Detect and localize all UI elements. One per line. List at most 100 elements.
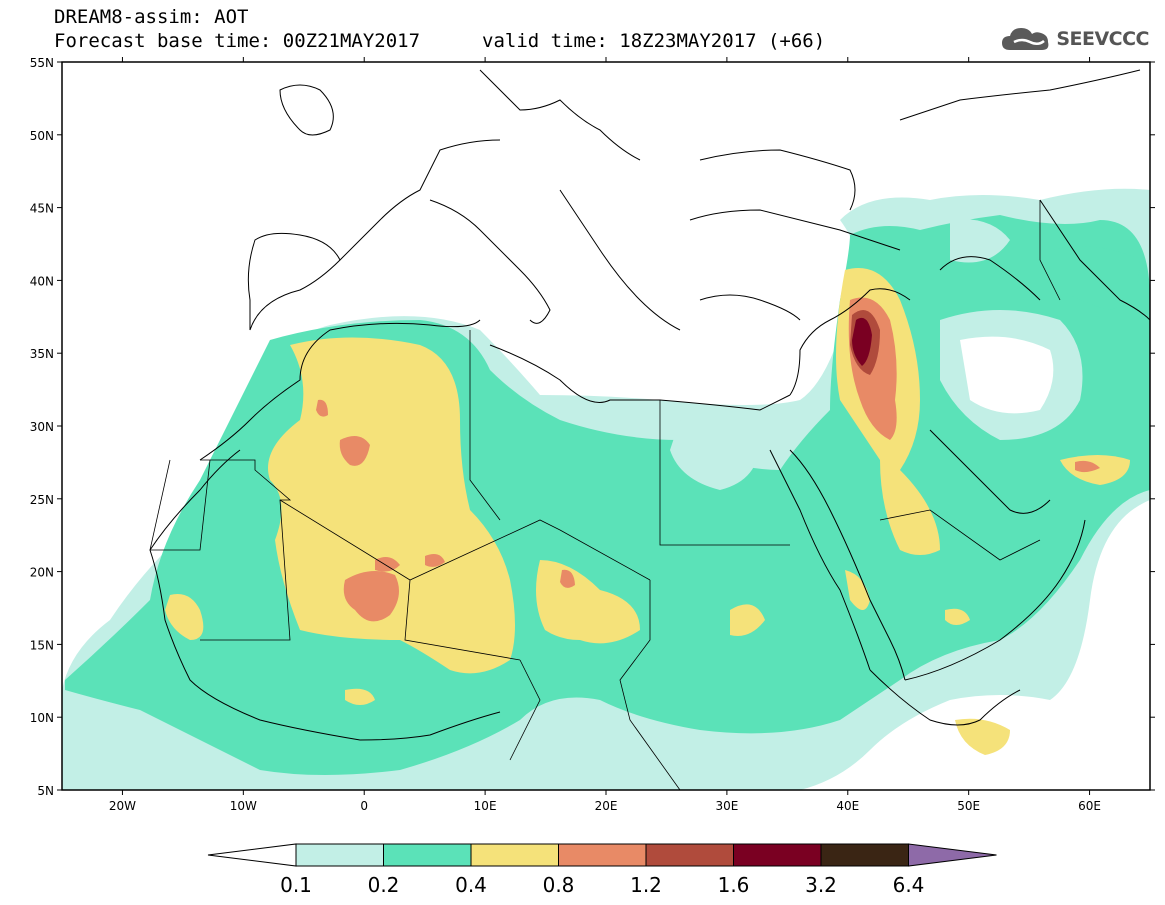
coastlines	[149, 199, 1151, 741]
black-sea-north	[699, 149, 856, 211]
gulf-guinea-coast	[149, 549, 501, 741]
aot-level-0-4-yemen	[945, 608, 970, 625]
lon-label: 30E	[715, 799, 738, 813]
colorbar-label: 0.1	[280, 873, 312, 897]
lat-label: 15N	[30, 638, 54, 652]
lat-label: 50N	[30, 129, 54, 143]
aot-level-0-4-west	[165, 594, 204, 640]
colorbar-swatch	[733, 843, 822, 867]
border-nigeria	[509, 659, 541, 761]
colorbar-high-arrow	[908, 843, 997, 867]
colorbar-label: 3.2	[805, 873, 837, 897]
aot-level-0-4-redsea	[845, 570, 870, 610]
russia-border	[899, 69, 1141, 121]
persian-gulf-coast	[929, 429, 1051, 514]
colorbar-swatch	[820, 843, 909, 867]
north-africa-coast	[489, 344, 791, 411]
cloud-icon	[1002, 28, 1049, 50]
border-saudi	[879, 509, 1041, 561]
arabia-south-coast	[904, 519, 1086, 681]
central-asia-border	[1039, 199, 1151, 321]
border-sudan-chad	[619, 580, 681, 791]
colorbar-swatches	[207, 843, 997, 867]
border-kazakh	[1039, 200, 1061, 301]
lon-label: 10E	[474, 799, 497, 813]
italy	[429, 199, 551, 324]
colorbar-label: 1.2	[630, 873, 662, 897]
border-algeria-south	[279, 499, 651, 581]
lat-label: 10N	[30, 711, 54, 725]
black-sea-south	[689, 209, 901, 251]
colorbar-low-arrow	[207, 843, 297, 867]
lon-label: 20W	[109, 799, 136, 813]
lon-label: 60E	[1078, 799, 1101, 813]
lat-label: 35N	[30, 347, 54, 361]
lon-label: 50E	[957, 799, 980, 813]
aot-level-0-8-iran	[1075, 460, 1100, 473]
border-algeria-libya	[469, 330, 501, 521]
colorbar-swatch	[558, 843, 647, 867]
aot-level-0-4-sahara	[268, 337, 515, 674]
france-coast	[339, 139, 501, 261]
lat-label: 20N	[30, 566, 54, 580]
border-egypt	[659, 400, 790, 546]
central-europe	[479, 69, 641, 161]
latitude-axis: 55N 50N 45N 40N 35N 30N 25N 20N 15N 10N 5N	[30, 56, 1155, 798]
lat-label: 45N	[30, 202, 54, 216]
colorbar-swatch	[470, 843, 559, 867]
longitude-axis: 20W 10W 0 10E 20E 30E 40E 50E 60E	[109, 57, 1101, 813]
colorbar-swatch	[295, 843, 384, 867]
caspian-west	[939, 256, 1041, 301]
colorbar-swatch	[645, 843, 734, 867]
aot-level-0-8-f	[560, 569, 575, 588]
lat-label: 5N	[37, 784, 54, 798]
europe-outlines	[247, 69, 1141, 331]
aot-clear	[960, 336, 1054, 414]
iberia	[247, 232, 341, 331]
lat-label: 40N	[30, 274, 54, 288]
balkans	[559, 189, 681, 331]
valid-time: valid time: 18Z23MAY2017 (+66)	[482, 30, 826, 52]
horn-africa-coast	[869, 669, 1021, 726]
aot-patch-2	[950, 219, 1010, 263]
aot-level-0-4-somalia	[955, 718, 1010, 755]
aot-level-0-8-a	[339, 436, 370, 466]
aot-level-1-6	[852, 317, 872, 366]
red-sea-west	[769, 449, 871, 671]
aot-level-0-8-c	[375, 556, 400, 572]
aot-field	[62, 188, 1150, 790]
map-title: DREAM8-assim: AOT	[54, 6, 249, 28]
border-mali-west	[200, 459, 292, 641]
red-sea-east	[789, 449, 906, 681]
lon-label: 20E	[595, 799, 618, 813]
turkey-south	[699, 294, 801, 321]
colorbar-label: 0.4	[455, 873, 487, 897]
lat-label: 25N	[30, 493, 54, 507]
border-niger	[404, 579, 521, 661]
aot-level-0-8-e	[316, 399, 328, 417]
lon-label: 10W	[230, 799, 257, 813]
aot-patch	[1050, 246, 1140, 310]
aot-level-0-4-south	[345, 688, 375, 705]
seevccc-logo: SEEVCCC	[1000, 24, 1149, 54]
logo-text: SEEVCCC	[1056, 28, 1149, 50]
colorbar-labels: 0.1 0.2 0.4 0.8 1.2 1.6 3.2 6.4	[280, 873, 924, 897]
lat-label: 30N	[30, 420, 54, 434]
aot-patch-3	[670, 420, 760, 490]
lon-label: 0	[360, 799, 368, 813]
aot-map: 55N 50N 45N 40N 35N 30N 25N 20N 15N 10N 5N 20W 10W 0…	[30, 56, 1155, 813]
colorbar-swatch	[383, 843, 472, 867]
country-borders	[149, 200, 1061, 791]
great-britain	[279, 84, 334, 136]
aot-level-0-8-b	[343, 571, 399, 622]
colorbar-label: 6.4	[893, 873, 925, 897]
colorbar-label: 0.2	[368, 873, 400, 897]
lon-label: 40E	[836, 799, 859, 813]
forecast-base-time: Forecast base time: 00Z21MAY2017	[54, 30, 421, 52]
aot-level-0-8-d	[425, 554, 445, 567]
border-mauritania	[149, 459, 211, 551]
aot-level-0-4-sudan	[730, 604, 765, 636]
nw-africa-coast	[199, 319, 481, 461]
levant-coast	[789, 288, 911, 396]
lat-label: 55N	[30, 56, 54, 70]
